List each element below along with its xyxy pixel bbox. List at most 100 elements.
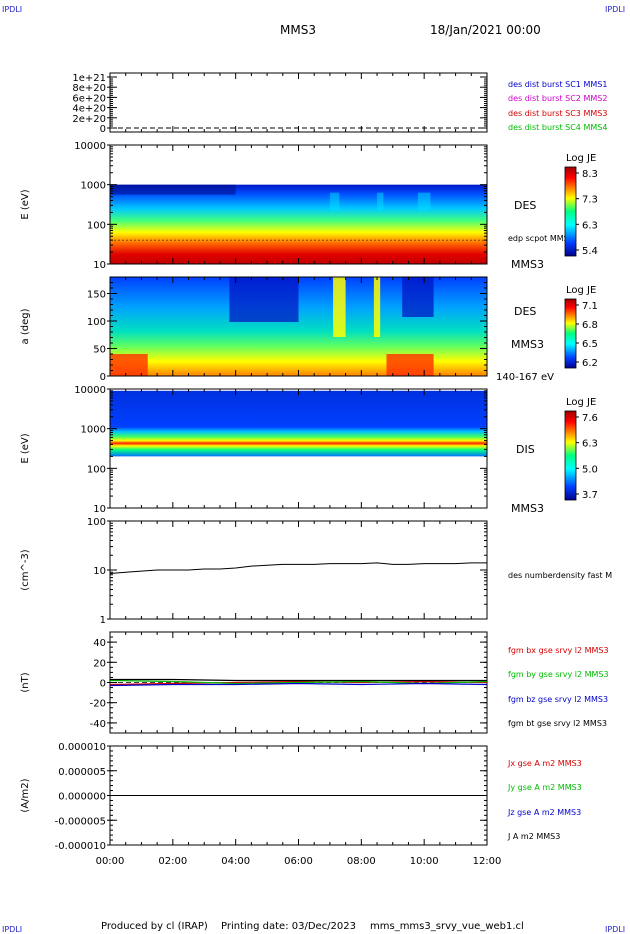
panel-des-energy: 10000 1000 100 10 E (eV) DES edp scpot MMS3 MMS…: [20, 141, 598, 271]
footer-printing-date: Printing date: 03/Dec/2023: [221, 921, 356, 932]
y-tick-label: 1000: [81, 425, 106, 436]
panel-density: 100 10 1 (cm^-3) des numberdensity fast M: [20, 517, 612, 626]
y-tick-label: 0: [100, 124, 106, 135]
colorbar-title: Log JE: [566, 285, 596, 296]
colorbar-tick-label: 6.3: [582, 220, 598, 231]
panel-label-mms3: MMS3: [511, 258, 544, 271]
panel-label-scpot: edp scpot MMS3: [508, 234, 574, 243]
panel-label-des: DES: [514, 305, 536, 318]
legend-entry: fgm by gse srvy l2 MMS3: [508, 670, 609, 679]
legend-entry: fgm bz gse srvy l2 MMS3: [508, 695, 608, 704]
panel-label-dis: DIS: [516, 443, 535, 456]
spectrogram-feature: [333, 277, 346, 337]
y-tick-label: 0.000005: [58, 767, 106, 778]
y-tick-label: 0.000010: [58, 742, 106, 753]
series-line-density: [109, 562, 487, 574]
y-tick-label: -0.000010: [55, 841, 106, 852]
colorbar-tick-label: 8.3: [582, 169, 598, 180]
y-axis-label: (nT): [20, 672, 31, 692]
panel-des-pitch: 150 100 50 0 a (deg) DES MMS3 140-167 eV Log JE 7…: [20, 276, 598, 383]
legend-entry: fgm bx gse srvy l2 MMS3: [508, 646, 609, 655]
panel-current: 0.000010 0.000005 0.000000 -0.000005 -0.0000…: [20, 742, 582, 867]
legend-entry: Jx gse A m2 MMS3: [507, 759, 582, 768]
spectrogram-feature: [373, 277, 381, 337]
y-tick-label: 100: [87, 317, 106, 328]
y-tick-label: 50: [93, 345, 106, 356]
y-tick-label: 100: [87, 220, 106, 231]
y-tick-label: 6e+20: [72, 93, 106, 104]
x-tick-label: 08:00: [347, 856, 376, 867]
spacecraft-title: MMS3: [280, 23, 316, 37]
legend-entry: des dist burst SC4 MMS4: [508, 123, 607, 132]
corner-label-bl: IPDLI: [2, 925, 22, 934]
footer-filename: mms_mms3_srvy_vue_web1.cl: [370, 921, 524, 932]
spectrogram-dis-energy: [110, 390, 487, 457]
y-tick-label: 10: [93, 504, 106, 515]
colorbar-tick-label: 5.4: [582, 246, 598, 257]
spectrogram-feature: [402, 277, 434, 317]
legend-entry: des dist burst SC2 MMS2: [508, 94, 607, 103]
spectrogram-feature: [377, 192, 384, 211]
colorbar: [564, 410, 577, 501]
x-tick-label: 00:00: [96, 856, 125, 867]
colorbar-tick-label: 6.2: [582, 358, 598, 369]
panel-bfield: 40 20 0 -20 -40 (nT) fgm bx gse srvy l2 MMS3 fg…: [20, 631, 609, 734]
corner-label-tr: IPDLI: [605, 5, 625, 14]
y-tick-label: 40: [93, 638, 106, 649]
x-tick-label: 02:00: [158, 856, 187, 867]
legend-entry: J A m2 MMS3: [507, 832, 560, 841]
y-tick-label: 10000: [74, 141, 106, 152]
colorbar-tick-label: 6.3: [582, 439, 598, 450]
colorbar-tick-label: 7.3: [582, 195, 598, 206]
footer-producer: Produced by cl (IRAP): [101, 921, 208, 932]
y-tick-label: 100: [87, 464, 106, 475]
series-line-bx: [109, 680, 488, 686]
spectrogram-feature: [329, 192, 340, 211]
colorbar-tick-label: 6.5: [582, 339, 598, 350]
colorbar-title: Log JE: [566, 153, 596, 164]
panel-label-des: DES: [514, 199, 536, 212]
legend-entry: Jy gse A m2 MMS3: [507, 783, 582, 792]
series-line-bz: [109, 682, 488, 687]
y-axis-label: E (eV): [20, 189, 31, 219]
y-tick-label: 100: [87, 517, 106, 528]
colorbar-tick-label: 7.1: [582, 301, 598, 312]
y-tick-label: 0.000000: [58, 792, 106, 803]
y-tick-label: 10: [93, 260, 106, 271]
legend-entry: Jz gse A m2 MMS3: [507, 808, 581, 817]
y-tick-label: 20: [93, 658, 106, 669]
panel-frame: [109, 72, 488, 133]
legend-entry: des dist burst SC3 MMS3: [508, 109, 607, 118]
y-tick-label: 1e+21: [72, 73, 106, 84]
y-tick-label: 4e+20: [72, 104, 106, 115]
y-tick-label: -20: [90, 699, 106, 710]
legend-entry: fgm bt gse srvy l2 MMS3: [508, 719, 607, 728]
x-tick-label: 06:00: [284, 856, 313, 867]
y-tick-label: 2e+20: [72, 114, 106, 125]
panel-label-energy-range: 140-167 eV: [496, 372, 554, 383]
spectrogram-feature: [110, 354, 148, 376]
y-tick-label: 10: [93, 566, 106, 577]
colorbar-title: Log JE: [566, 397, 596, 408]
legend-entry: des numberdensity fast M: [508, 571, 612, 580]
y-tick-label: 8e+20: [72, 83, 106, 94]
colorbar-tick-label: 3.7: [582, 490, 598, 501]
x-tick-label: 04:00: [221, 856, 250, 867]
colorbar: [564, 166, 577, 257]
colorbar: [564, 298, 577, 369]
x-tick-label: 12:00: [473, 856, 502, 867]
y-tick-label: 1: [100, 615, 106, 626]
panel-label-mms3: MMS3: [511, 338, 544, 351]
series-line-bt: [110, 678, 487, 682]
y-tick-label: -40: [90, 719, 106, 730]
y-axis-label: E (eV): [20, 433, 31, 463]
panel-dis-energy: 10000 1000 100 10 E (eV) DIS MMS3 Log JE 7.6 6.3 5…: [20, 385, 598, 515]
spectrogram-feature: [386, 354, 434, 376]
corner-label-br: IPDLI: [605, 925, 625, 934]
y-axis-label: (cm^-3): [20, 549, 31, 590]
y-tick-label: 0: [100, 372, 106, 383]
legend-entry: des dist burst SC1 MMS1: [508, 80, 607, 89]
y-tick-label: 10000: [74, 385, 106, 396]
